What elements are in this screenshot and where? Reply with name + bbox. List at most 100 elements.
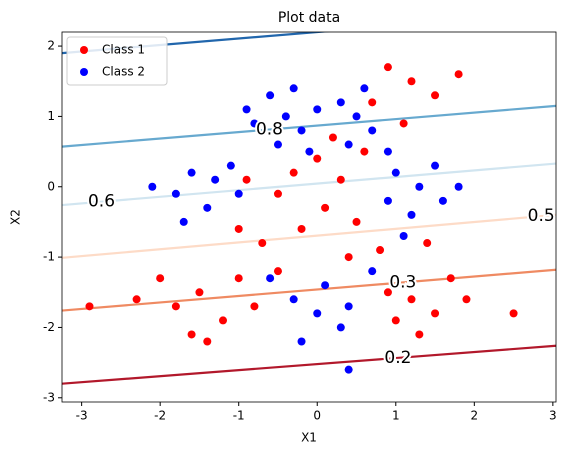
data-point xyxy=(423,239,432,248)
y-tick-label: 0 xyxy=(47,179,55,193)
data-point xyxy=(203,203,212,212)
data-point xyxy=(431,91,440,100)
data-point xyxy=(289,168,298,177)
y-tick-label: -1 xyxy=(43,250,55,264)
data-point xyxy=(336,323,345,332)
data-point xyxy=(156,274,165,283)
data-point xyxy=(266,274,275,283)
data-point xyxy=(305,147,314,156)
data-point xyxy=(281,112,290,121)
data-point xyxy=(383,196,392,205)
data-point xyxy=(313,309,322,318)
data-point xyxy=(407,210,416,219)
legend: Class 1 Class 2 xyxy=(66,36,168,86)
data-point xyxy=(297,337,306,346)
data-point xyxy=(273,267,282,276)
data-point xyxy=(289,84,298,93)
chart-title: Plot data xyxy=(278,10,340,26)
data-point xyxy=(336,98,345,107)
contour-line xyxy=(62,268,556,312)
y-tick-label: 1 xyxy=(47,109,55,123)
data-point xyxy=(446,274,455,283)
data-point xyxy=(234,224,243,233)
data-point xyxy=(289,295,298,304)
data-point xyxy=(399,119,408,128)
data-point xyxy=(321,203,330,212)
data-point xyxy=(211,175,220,184)
contour-label: 0.3 xyxy=(389,272,416,292)
data-point xyxy=(391,316,400,325)
contour-label: 0.6 xyxy=(88,192,115,212)
data-point xyxy=(431,161,440,170)
data-point xyxy=(273,189,282,198)
x-tick-label: -3 xyxy=(76,409,88,423)
data-point xyxy=(391,168,400,177)
data-point xyxy=(344,253,353,262)
contour-line xyxy=(62,104,556,148)
data-point xyxy=(328,133,337,142)
data-point xyxy=(368,98,377,107)
contour-label: 0.5 xyxy=(528,206,555,226)
data-point xyxy=(148,182,157,191)
data-point xyxy=(297,224,306,233)
data-point xyxy=(171,189,180,198)
legend-marker xyxy=(80,68,88,76)
data-point xyxy=(242,105,251,114)
x-tick-label: 1 xyxy=(392,409,400,423)
data-point xyxy=(219,316,228,325)
legend-label: Class 2 xyxy=(102,65,145,79)
x-tick-label: 3 xyxy=(549,409,557,423)
data-point xyxy=(383,288,392,297)
data-point xyxy=(195,288,204,297)
data-point xyxy=(258,239,267,248)
y-axis-label: X2 xyxy=(9,209,23,225)
data-point xyxy=(360,84,369,93)
data-point xyxy=(187,330,196,339)
data-point xyxy=(273,140,282,149)
y-tick-label: 2 xyxy=(47,39,55,53)
data-point xyxy=(266,91,275,100)
legend-box xyxy=(66,36,168,86)
data-point xyxy=(368,267,377,276)
x-axis-label: X1 xyxy=(301,431,317,445)
data-point xyxy=(407,295,416,304)
data-point xyxy=(132,295,141,304)
data-point xyxy=(438,196,447,205)
data-point xyxy=(226,161,235,170)
data-point xyxy=(352,112,361,121)
x-tick-label: 0 xyxy=(313,409,321,423)
data-point xyxy=(344,302,353,311)
data-point xyxy=(171,302,180,311)
data-point xyxy=(313,105,322,114)
data-point xyxy=(297,126,306,135)
data-point xyxy=(187,168,196,177)
data-point xyxy=(509,309,518,318)
contour-label: 0.8 xyxy=(256,120,283,140)
y-tick-label: -3 xyxy=(43,390,55,404)
contour-line xyxy=(62,162,556,207)
data-point xyxy=(368,126,377,135)
data-point xyxy=(336,175,345,184)
data-point xyxy=(399,231,408,240)
data-point xyxy=(234,274,243,283)
data-point xyxy=(352,217,361,226)
data-point xyxy=(360,147,369,156)
contour-label: 0.2 xyxy=(384,348,411,368)
axes-frame xyxy=(61,31,557,403)
data-point xyxy=(179,217,188,226)
data-point xyxy=(321,281,330,290)
data-point xyxy=(454,70,463,79)
data-point xyxy=(415,182,424,191)
data-point xyxy=(344,140,353,149)
data-point xyxy=(203,337,212,346)
data-point xyxy=(376,246,385,255)
data-point xyxy=(85,302,94,311)
legend-marker xyxy=(80,46,88,54)
data-point xyxy=(344,365,353,374)
contour-line xyxy=(62,344,556,385)
data-point xyxy=(234,189,243,198)
data-point xyxy=(431,309,440,318)
data-point xyxy=(383,63,392,72)
x-tick-label: -2 xyxy=(154,409,166,423)
